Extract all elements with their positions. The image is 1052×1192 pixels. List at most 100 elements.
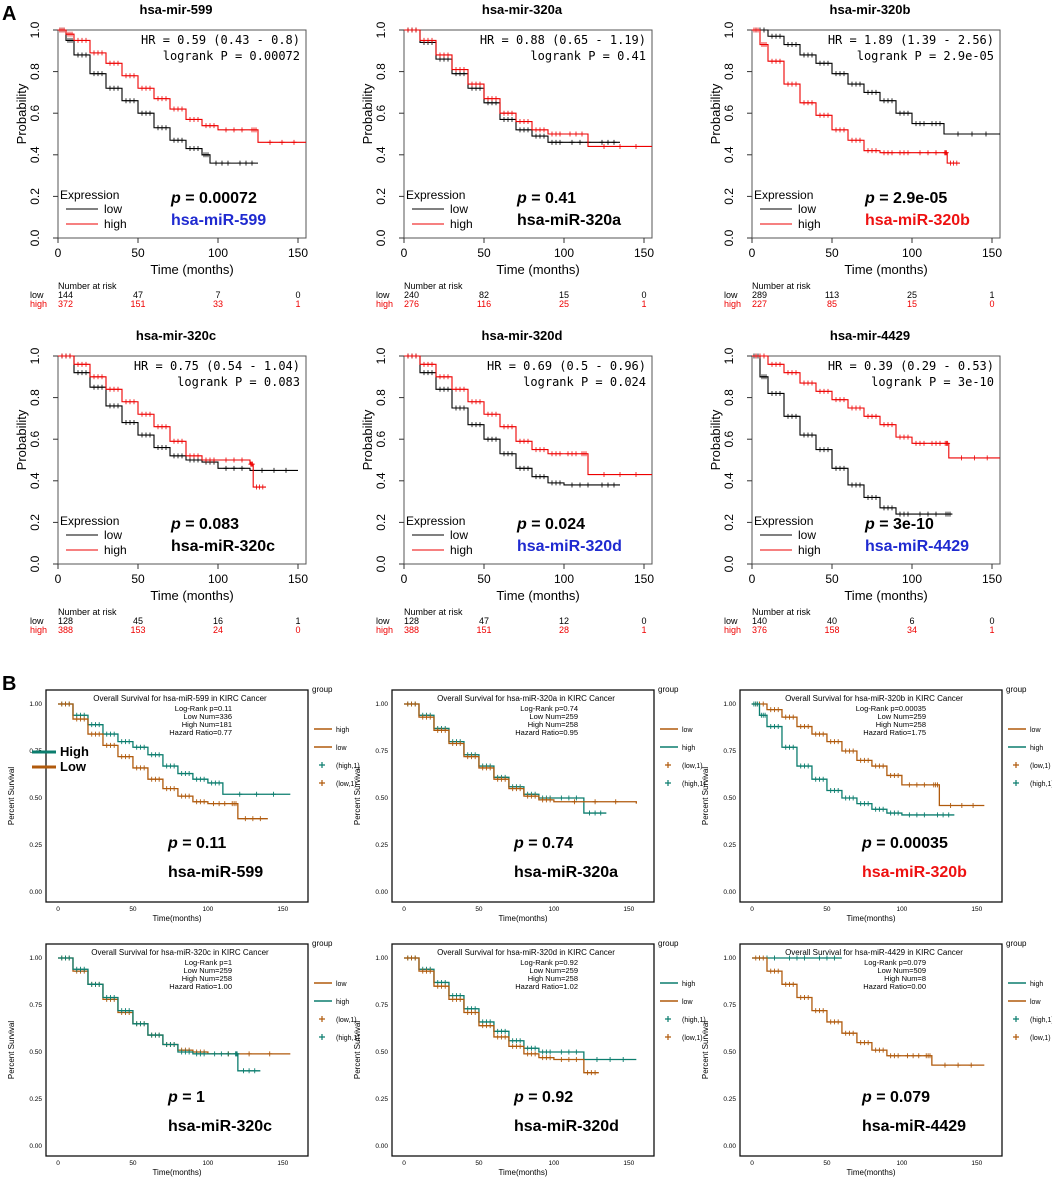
censor-mark (831, 955, 837, 961)
censor-mark (131, 73, 137, 79)
censor-mark (558, 1049, 564, 1055)
censor-mark (66, 701, 72, 707)
y-tick-label: 0.6 (28, 105, 42, 122)
p-italic: p (170, 516, 181, 533)
y-tick-label: 0.50 (29, 1049, 42, 1056)
kirc-chart: Overall Survival for hsa-miR-320c in KIR… (7, 939, 360, 1177)
p-value-rest: = 0.92 (524, 1089, 573, 1106)
km-chart: hsa-mir-320c 0.0 0.2 0.4 0.6 0.8 1.0 0 50 100 150 T… (14, 328, 308, 635)
x-tick-label: 100 (896, 906, 907, 913)
censor-mark (541, 127, 547, 133)
x-tick-label: 100 (208, 246, 228, 260)
legend-swatch-plus (319, 780, 325, 786)
y-tick-label: 0.6 (374, 105, 388, 122)
censor-mark (841, 127, 847, 133)
censor-mark (81, 966, 87, 972)
risk-value: 82 (479, 290, 489, 300)
risk-table-title: Number at risk (404, 281, 463, 291)
x-tick-label: 100 (202, 906, 213, 913)
censor-mark (586, 810, 592, 816)
legend-label: (low,1) (1030, 763, 1051, 770)
x-tick-label: 150 (288, 572, 308, 586)
p-italic: p (167, 835, 178, 852)
censor-mark (820, 1008, 826, 1014)
censor-mark (223, 457, 229, 463)
censor-mark (970, 803, 976, 809)
risk-value: 1 (641, 625, 646, 635)
risk-value: 372 (58, 299, 73, 309)
censor-mark (569, 482, 575, 488)
censor-mark (816, 955, 822, 961)
gene-label: hsa-miR-320a (514, 864, 618, 881)
censor-mark (141, 1021, 147, 1027)
censor-mark (873, 89, 879, 95)
censor-mark (111, 731, 117, 737)
x-axis-label: Time (months) (844, 262, 927, 277)
censor-mark (517, 1043, 523, 1049)
censor-mark (611, 482, 617, 488)
censor-mark (865, 1040, 871, 1046)
y-tick-label: 0.0 (374, 555, 388, 572)
censor-mark (761, 27, 767, 33)
censor-mark (824, 955, 830, 961)
censor-mark (502, 1034, 508, 1040)
censor-mark (794, 955, 800, 961)
censor-mark (873, 494, 879, 500)
legend-label: (high,1) (1030, 781, 1052, 788)
legend-label: (low,1) (1030, 1035, 1051, 1042)
censor-mark (223, 127, 229, 133)
risk-table-title: Number at risk (404, 607, 463, 617)
censor-mark (211, 457, 217, 463)
x-tick-label: 50 (823, 1160, 831, 1167)
stats-line: High Num=8 (884, 974, 926, 983)
legend-label: (high,1) (336, 1035, 360, 1042)
legend-title: group (312, 685, 333, 694)
panel-label-a: A (2, 3, 16, 25)
x-tick-label: 100 (902, 246, 922, 260)
gene-label: hsa-miR-320c (171, 538, 275, 555)
legend-label: (low,1) (682, 763, 703, 770)
censor-mark (558, 795, 564, 801)
legend-label: (high,1) (682, 1017, 706, 1024)
censor-mark (777, 361, 783, 367)
censor-mark (955, 1062, 961, 1068)
p-value-text: p = 1 (167, 1089, 205, 1106)
risk-value: 0 (641, 616, 646, 626)
censor-mark (147, 110, 153, 116)
inset-legend-label: High (60, 744, 89, 759)
censor-mark (865, 801, 871, 807)
censor-mark (99, 384, 105, 390)
censor-mark (141, 744, 147, 750)
p-value-text: p = 0.079 (861, 1089, 930, 1106)
y-axis-label: Percent Survival (353, 767, 362, 825)
censor-mark (239, 127, 245, 133)
logrank-text: logrank P = 0.41 (530, 49, 646, 63)
censor-mark (573, 795, 579, 801)
censor-mark (585, 482, 591, 488)
censor-mark (487, 765, 493, 771)
y-axis-label: Percent Survival (701, 767, 710, 825)
legend-title: group (1006, 685, 1027, 694)
y-tick-label: 0.4 (374, 146, 388, 163)
censor-mark (502, 1028, 508, 1034)
censor-mark (477, 81, 483, 87)
x-tick-label: 50 (825, 572, 839, 586)
censor-mark (509, 451, 515, 457)
censor-mark (201, 799, 207, 805)
censor-mark (889, 98, 895, 104)
y-tick-label: 0.4 (374, 472, 388, 489)
censor-mark (427, 968, 433, 974)
x-tick-label: 100 (896, 1160, 907, 1167)
censor-mark (412, 701, 418, 707)
censor-mark (850, 795, 856, 801)
censor-mark (947, 511, 953, 517)
censor-mark (945, 440, 951, 446)
censor-mark (906, 782, 912, 788)
x-tick-label: 50 (475, 906, 483, 913)
censor-mark (429, 370, 435, 376)
plot-frame (403, 29, 653, 239)
risk-value: 116 (477, 299, 491, 309)
censor-mark (115, 60, 121, 66)
censor-mark (223, 465, 229, 471)
